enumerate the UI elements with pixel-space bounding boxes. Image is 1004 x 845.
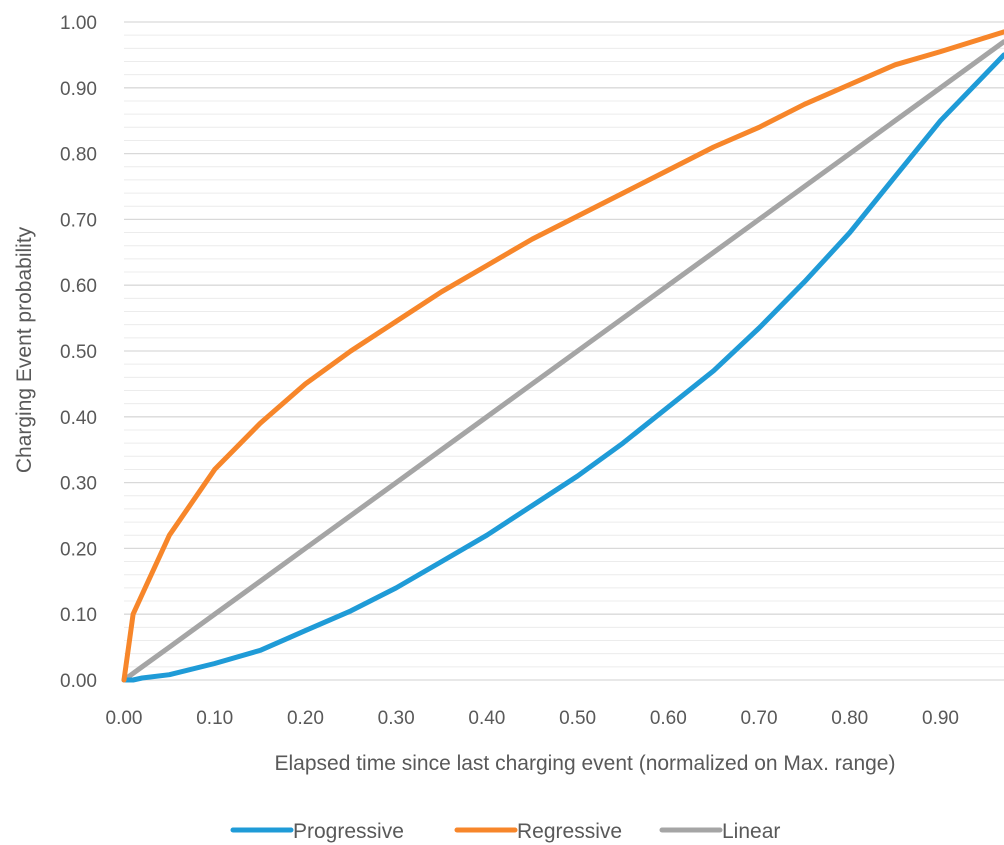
y-tick-label: 0.00 (60, 671, 97, 692)
legend: Progressive Regressive Linear (230, 820, 780, 843)
series-line-progressive (121, 52, 1004, 683)
x-axis-title: Elapsed time since last charging event (… (275, 752, 896, 775)
x-tick-label: 0.50 (559, 708, 596, 729)
x-tick-label: 0.10 (196, 708, 233, 729)
y-axis-title: Charging Event probability (13, 226, 36, 473)
x-tick-label: 0.90 (922, 708, 959, 729)
series-line-regressive (121, 29, 1004, 683)
y-tick-label: 0.50 (60, 342, 97, 363)
x-tick-label: 0.60 (650, 708, 687, 729)
legend-label-regressive: Regressive (517, 820, 622, 843)
y-tick-label: 0.10 (60, 605, 97, 626)
y-axis-ticks: 0.00 0.10 0.20 0.30 0.40 0.50 0.60 0.70 0.80 0.90… (60, 13, 97, 692)
y-tick-label: 0.70 (60, 210, 97, 231)
x-axis-ticks: 0.00 0.10 0.20 0.30 0.40 0.50 0.60 0.70 0.80 0.90 (106, 708, 959, 729)
y-tick-label: 0.20 (60, 539, 97, 560)
y-tick-label: 0.90 (60, 79, 97, 100)
y-tick-label: 1.00 (60, 13, 97, 34)
y-tick-label: 0.80 (60, 145, 97, 166)
legend-label-progressive: Progressive (293, 820, 404, 843)
gridlines (124, 21, 1004, 681)
x-tick-label: 0.80 (831, 708, 868, 729)
y-tick-label: 0.40 (60, 408, 97, 429)
x-tick-label: 0.20 (287, 708, 324, 729)
x-tick-label: 0.40 (468, 708, 505, 729)
y-tick-label: 0.60 (60, 276, 97, 297)
x-tick-label: 0.00 (106, 708, 143, 729)
legend-label-linear: Linear (722, 820, 780, 843)
series-line-linear (121, 39, 1004, 683)
x-tick-label: 0.70 (741, 708, 778, 729)
y-tick-label: 0.30 (60, 474, 97, 495)
series-lines (121, 29, 1004, 683)
x-tick-label: 0.30 (378, 708, 415, 729)
